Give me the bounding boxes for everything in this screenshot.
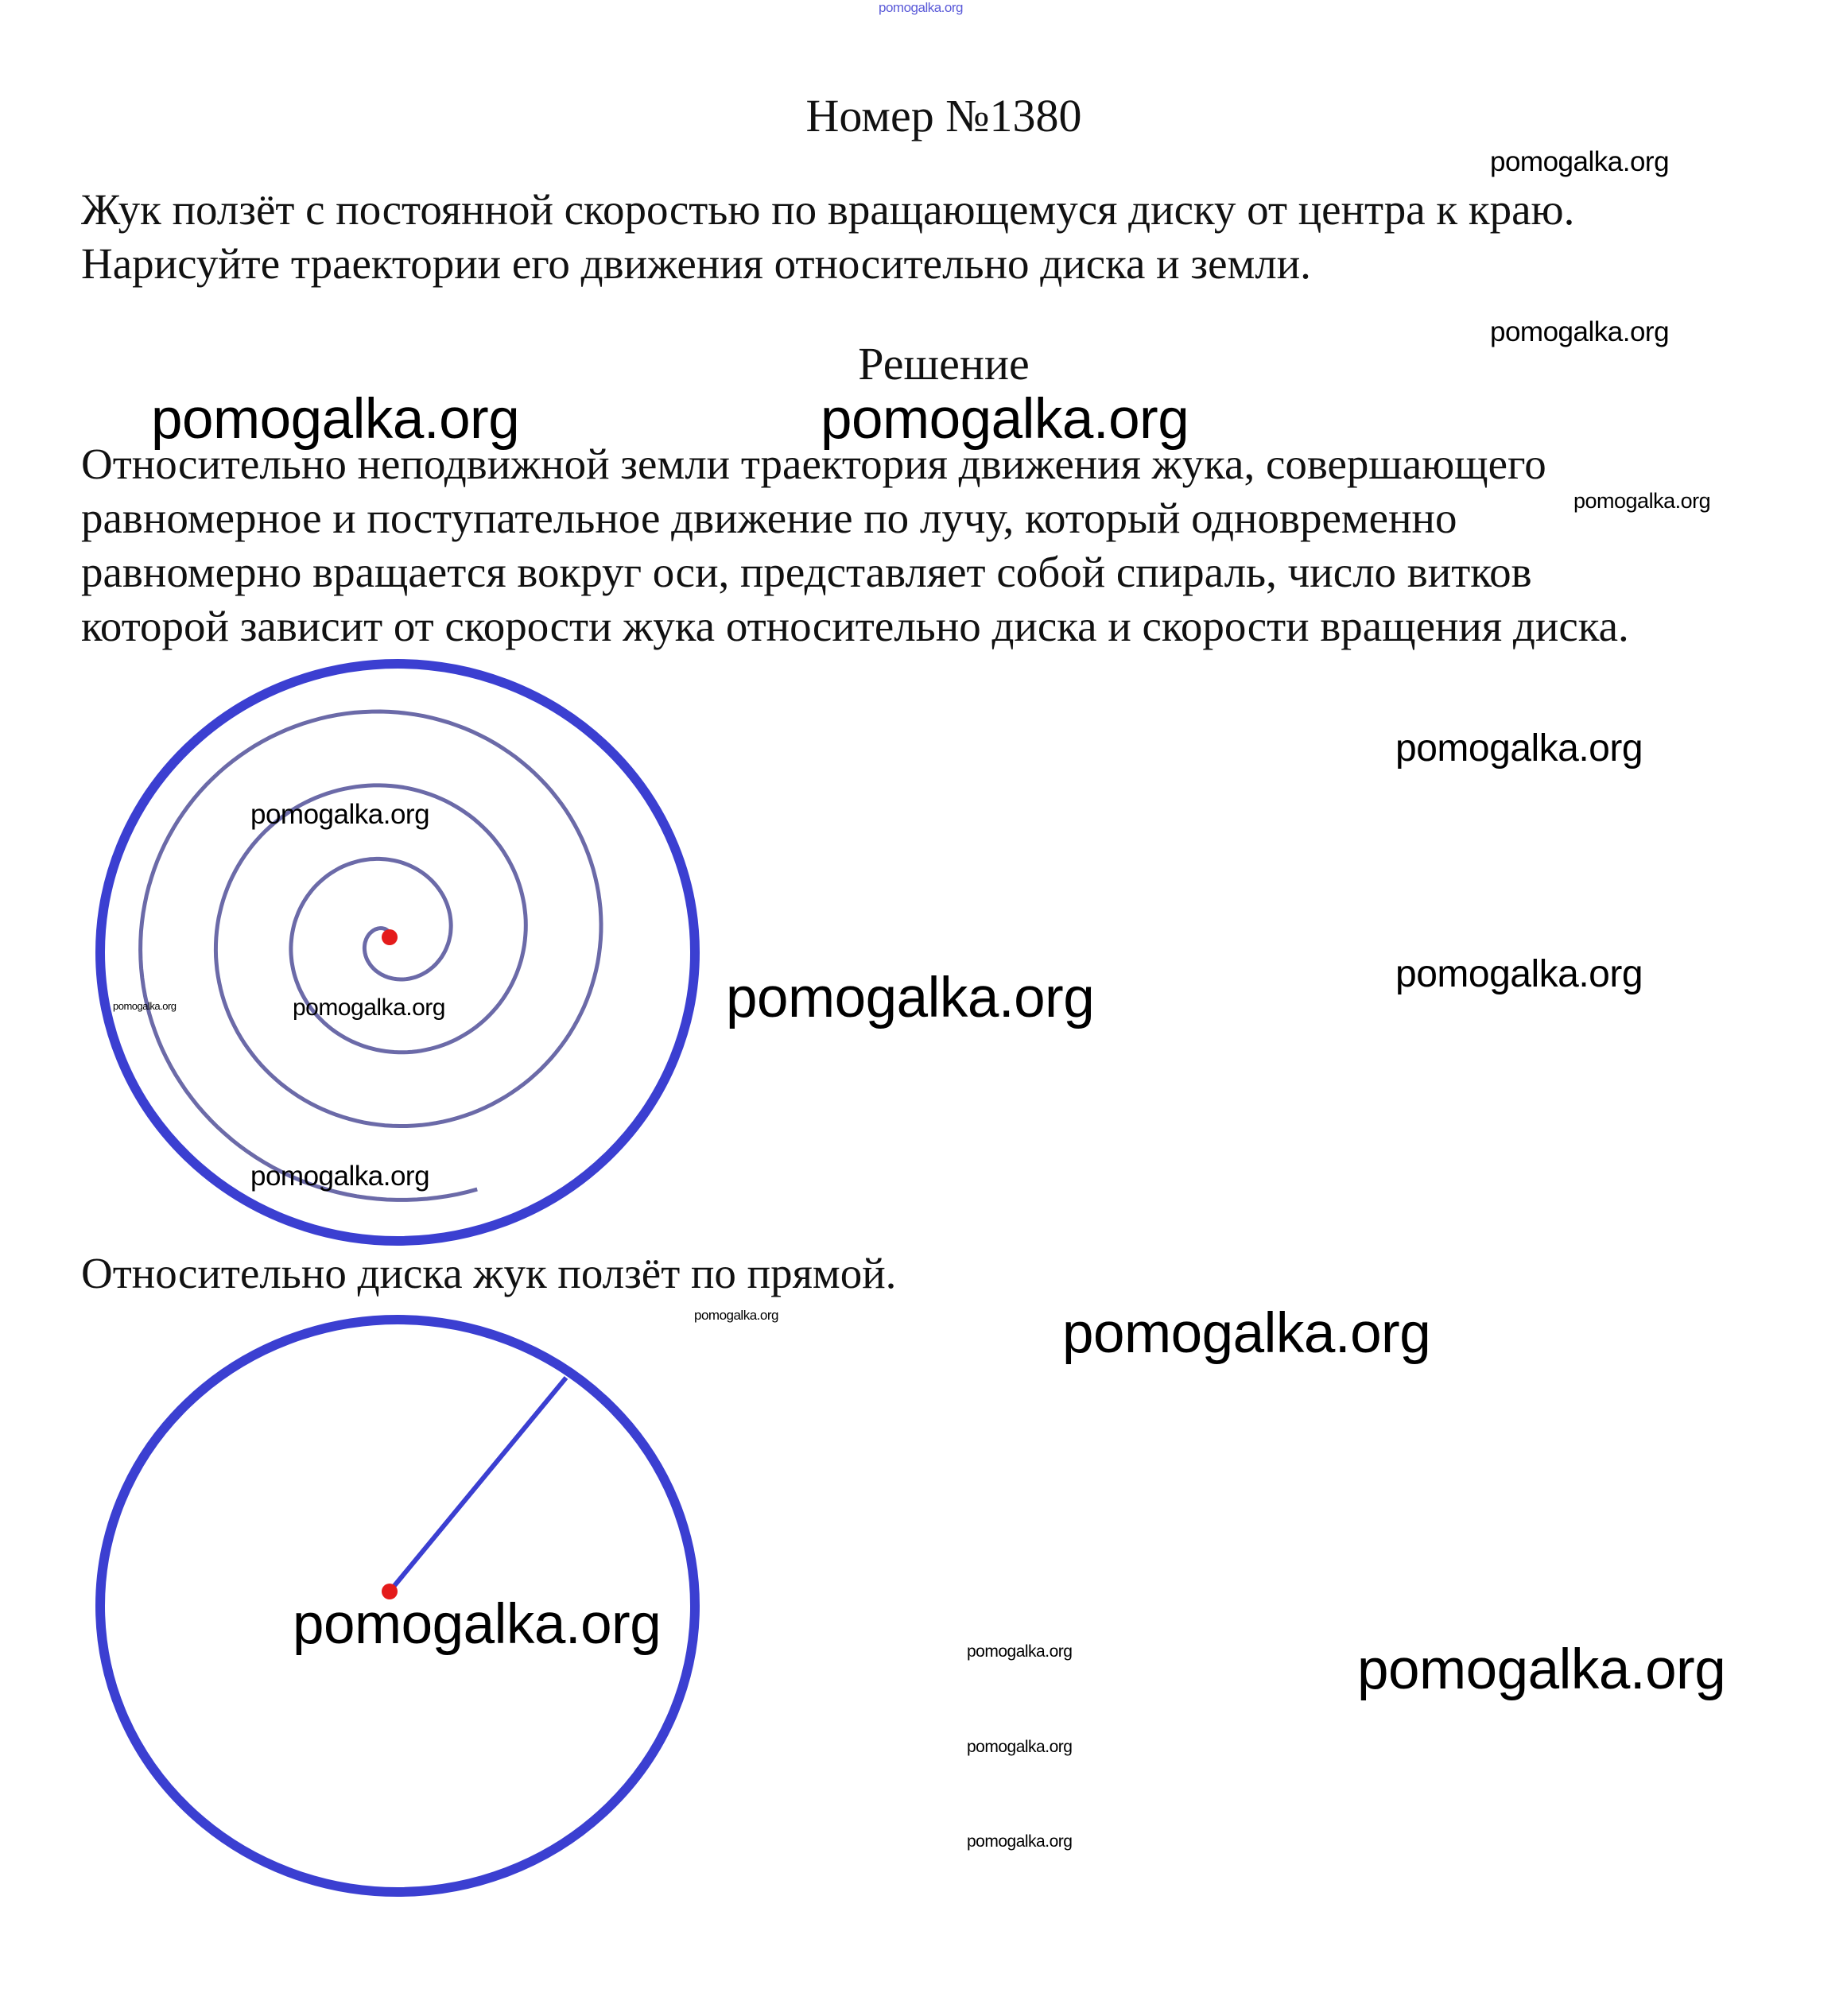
watermark: pomogalka.org (1490, 316, 1670, 347)
watermark: pomogalka.org (1395, 953, 1643, 995)
watermark: pomogalka.org (967, 1738, 1073, 1756)
watermark: pomogalka.org (967, 1832, 1073, 1851)
bug-start-dot (382, 1584, 398, 1599)
disk-ground-frame (95, 659, 700, 1246)
solution-line: равномерное и поступательное движение по… (81, 494, 1457, 542)
problem-text: Жук ползёт с постоянной скоростью по вра… (81, 183, 1574, 291)
solution-line: Относительно неподвижной земли траектори… (81, 440, 1546, 488)
watermark: pomogalka.org (113, 1000, 177, 1012)
watermark: pomogalka.org (250, 799, 430, 830)
solution-disk-text: Относительно диска жук ползёт по прямой. (81, 1249, 897, 1297)
watermark: pomogalka.org (1573, 489, 1711, 513)
solution-line: которой зависит от скорости жука относит… (81, 602, 1629, 650)
watermark: pomogalka.org (694, 1308, 778, 1323)
spiral-trajectory (138, 709, 603, 1202)
problem-line: Нарисуйте траектории его движения относи… (81, 239, 1311, 288)
solution-line: равномерно вращается вокруг оси, предста… (81, 548, 1532, 596)
watermark: pomogalka.org (726, 967, 1095, 1029)
straight-trajectory (387, 1376, 568, 1593)
disk-disk-frame (95, 1315, 700, 1897)
watermark: pomogalka.org (293, 1593, 662, 1656)
bug-start-dot (382, 929, 398, 945)
watermark: pomogalka.org (151, 388, 520, 451)
header-watermark: pomogalka.org (879, 0, 963, 15)
watermark: pomogalka.org (1062, 1302, 1431, 1365)
watermark: pomogalka.org (1357, 1638, 1726, 1701)
page-title: Номер №1380 (805, 90, 1082, 142)
solution-heading: Решение (858, 338, 1030, 390)
solution-ground-text: Относительно неподвижной земли траектори… (81, 437, 1629, 653)
watermark: pomogalka.org (821, 388, 1189, 451)
watermark: pomogalka.org (250, 1161, 430, 1192)
watermark: pomogalka.org (293, 994, 445, 1021)
watermark: pomogalka.org (1490, 146, 1670, 177)
problem-line: Жук ползёт с постоянной скоростью по вра… (81, 185, 1575, 234)
watermark: pomogalka.org (967, 1642, 1073, 1661)
watermark: pomogalka.org (1395, 727, 1643, 770)
